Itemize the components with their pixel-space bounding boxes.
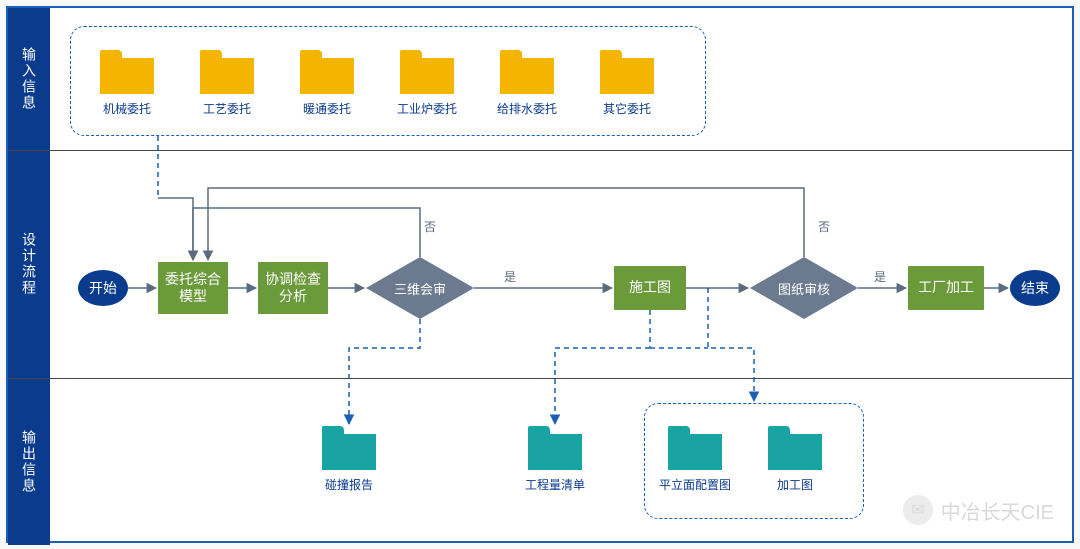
folder-input-1 [200, 50, 254, 94]
lane-divider-2 [8, 378, 1072, 379]
proc-n4: 工厂加工 [908, 266, 984, 310]
folder-output-3 [768, 426, 822, 470]
lane-label-design: 设计流程 [8, 150, 50, 378]
watermark-text: 中冶长天CIE [941, 496, 1054, 525]
end-node: 结束 [1010, 270, 1060, 306]
folder-output-3-label: 加工图 [755, 478, 835, 493]
folder-input-3-label: 工业炉委托 [387, 102, 467, 117]
lane-label-output: 输出信息 [8, 378, 50, 545]
proc-n1: 委托综合模型 [158, 262, 228, 314]
folder-input-4 [500, 50, 554, 94]
folder-input-5 [600, 50, 654, 94]
folder-output-2-label: 平立面配置图 [655, 478, 735, 493]
folder-output-0-label: 碰撞报告 [309, 478, 389, 493]
lane-label-input: 输入信息 [8, 8, 50, 150]
edge-label-d2-yes: 是 [874, 268, 886, 285]
folder-input-1-label: 工艺委托 [187, 102, 267, 117]
watermark: ✉ 中冶长天CIE [903, 495, 1054, 525]
proc-n3: 施工图 [614, 266, 686, 310]
folder-input-5-label: 其它委托 [587, 102, 667, 117]
folder-input-2 [300, 50, 354, 94]
edge-label-d1-no: 否 [424, 218, 436, 235]
edge-label-d1-yes: 是 [504, 268, 516, 285]
folder-output-0 [322, 426, 376, 470]
folder-output-1-label: 工程量清单 [515, 478, 595, 493]
decision-d1: 三维会审 [366, 257, 474, 319]
folder-input-0-label: 机械委托 [87, 102, 167, 117]
folder-input-4-label: 给排水委托 [487, 102, 567, 117]
lane-divider-1 [8, 150, 1072, 151]
edge-label-d2-no: 否 [818, 218, 830, 235]
folder-output-2 [668, 426, 722, 470]
proc-n2: 协调检查分析 [258, 262, 328, 314]
wechat-icon: ✉ [903, 495, 933, 525]
folder-input-3 [400, 50, 454, 94]
start-node: 开始 [78, 270, 128, 306]
diagram-frame: 输入信息 设计流程 输出信息 机械委托 工艺委托 暖通委托 工业炉委托 给排 [6, 6, 1074, 543]
folder-input-0 [100, 50, 154, 94]
folder-input-2-label: 暖通委托 [287, 102, 367, 117]
folder-output-1 [528, 426, 582, 470]
decision-d2: 图纸审核 [750, 257, 858, 319]
